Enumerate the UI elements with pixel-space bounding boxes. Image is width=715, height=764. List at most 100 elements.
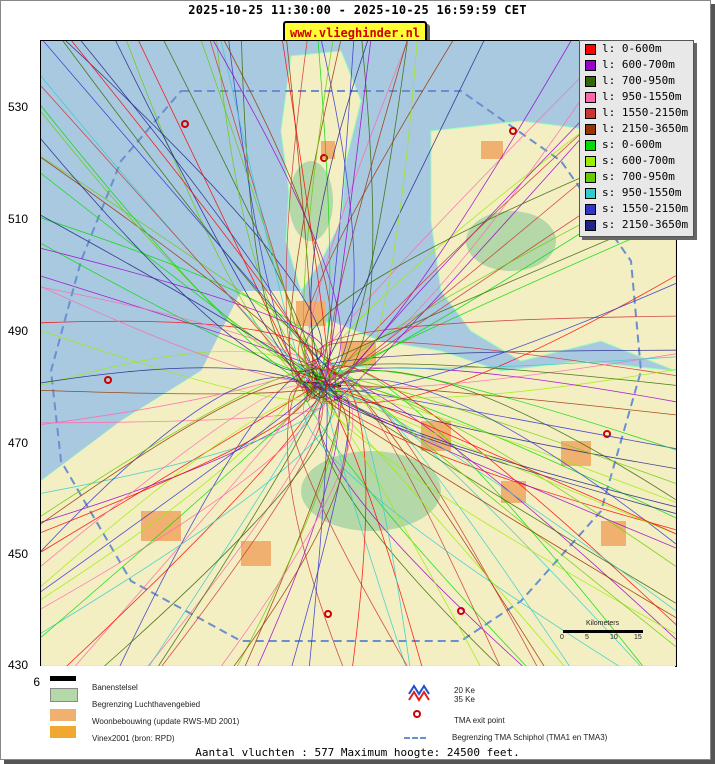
legend-item: l: 0-600m — [580, 41, 693, 57]
key-vinex: Vinex2001 (bron: RPD) — [92, 734, 175, 743]
flight-track — [41, 372, 328, 494]
legend-label: s: 700-950m — [602, 170, 675, 183]
vinex-swatch — [50, 726, 76, 738]
map-canvas — [41, 41, 676, 666]
flight-track — [228, 41, 318, 400]
flight-track — [224, 41, 333, 395]
flight-track — [337, 387, 641, 666]
legend-swatch — [585, 92, 596, 103]
flight-track — [257, 376, 340, 666]
legend-item: l: 950-1550m — [580, 89, 693, 105]
scale-label: Kilometers — [586, 620, 620, 627]
flight-track — [41, 350, 316, 386]
flight-track — [328, 41, 408, 362]
flight-track — [213, 41, 342, 369]
flight-track — [325, 365, 676, 625]
flight-track — [302, 398, 619, 666]
flight-track — [41, 215, 325, 391]
legend-swatch — [585, 60, 596, 71]
flight-track — [334, 362, 676, 648]
scale-tick: 10 — [610, 634, 618, 641]
flight-track — [41, 374, 335, 553]
legend-swatch — [585, 204, 596, 215]
flight-track — [307, 283, 676, 393]
scale-tick: 0 — [560, 634, 564, 641]
flight-track — [317, 375, 676, 604]
legend-swatch — [585, 172, 596, 183]
flight-track — [319, 315, 676, 365]
flight-track — [161, 397, 323, 666]
legend-label: s: 2150-3650m — [602, 218, 689, 231]
legend-item: l: 700-950m — [580, 73, 693, 89]
key-housing: Woonbebouwing (update RWS-MD 2001) — [92, 717, 240, 726]
map-key: Banenstelsel Begrenzing Luchthavengebied… — [40, 666, 675, 746]
flight-track — [201, 41, 315, 398]
legend-label: s: 0-600m — [602, 138, 662, 151]
legend-label: l: 2150-3650m — [602, 122, 689, 135]
flight-track — [321, 397, 481, 666]
flight-track — [304, 372, 676, 549]
flight-track — [315, 340, 676, 376]
scale-tick: 15 — [634, 634, 642, 641]
flight-track — [332, 382, 676, 519]
flight-track — [318, 397, 523, 666]
legend-item: l: 2150-3650m — [580, 121, 693, 137]
scale-line — [563, 630, 643, 633]
legend-label: s: 600-700m — [602, 154, 675, 167]
flight-track — [313, 378, 676, 545]
housing-swatch — [50, 709, 76, 721]
flight-track — [41, 217, 319, 368]
legend-item: l: 600-700m — [580, 57, 693, 73]
page-title: 2025-10-25 11:30:00 - 2025-10-25 16:59:5… — [188, 3, 527, 17]
key-tma-boundary: Begrenzing TMA Schiphol (TMA1 en TMA3) — [452, 733, 608, 742]
flight-track — [323, 349, 676, 369]
flight-track — [322, 46, 676, 403]
tma-exit-points — [104, 120, 611, 618]
flight-track — [41, 248, 325, 365]
airport-boundary-swatch — [50, 688, 78, 702]
flight-track — [285, 41, 316, 399]
legend-label: l: 950-1550m — [602, 90, 682, 103]
legend-swatch — [585, 188, 596, 199]
flight-track — [43, 41, 330, 370]
legend-swatch — [585, 220, 596, 231]
flight-track — [291, 395, 350, 666]
legend-item: s: 0-600m — [580, 137, 693, 153]
scale-bar: Kilometers 0 5 10 15 — [558, 620, 648, 650]
flight-track — [288, 385, 408, 666]
flight-track — [323, 41, 372, 383]
legend-label: l: 1550-2150m — [602, 106, 689, 119]
flight-track — [71, 41, 328, 390]
legend-swatch — [585, 108, 596, 119]
legend-label: s: 1550-2150m — [602, 202, 689, 215]
flight-track — [41, 111, 321, 375]
flight-track — [282, 41, 330, 384]
flight-track — [314, 41, 485, 389]
flight-track — [41, 385, 302, 567]
flight-track — [310, 41, 368, 400]
ke-contour-icon — [408, 684, 430, 702]
legend-label: s: 950-1550m — [602, 186, 682, 199]
flight-track — [41, 105, 312, 387]
flight-track-map[interactable] — [40, 40, 677, 667]
key-airport-boundary: Begrenzing Luchthavengebied — [92, 700, 201, 709]
flight-track — [303, 41, 341, 405]
flight-track — [41, 85, 313, 395]
flight-track — [41, 370, 333, 638]
y-tick-label: 510 — [8, 212, 29, 226]
y-tick-label: 530 — [8, 100, 29, 114]
flight-tracks — [41, 41, 676, 666]
flight-track — [241, 41, 315, 366]
key-ke20: 20 Ke — [454, 686, 475, 695]
legend-swatch — [585, 140, 596, 151]
legend-item: s: 2150-3650m — [580, 217, 693, 233]
flight-track — [296, 372, 676, 535]
flight-track — [310, 387, 676, 619]
y-tick-label: 430 — [8, 658, 29, 672]
legend-item: s: 700-950m — [580, 169, 693, 185]
flight-track — [41, 382, 321, 592]
flight-track — [315, 41, 331, 382]
legend-item: s: 1550-2150m — [580, 201, 693, 217]
flight-track — [334, 389, 676, 535]
legend-item: s: 950-1550m — [580, 185, 693, 201]
